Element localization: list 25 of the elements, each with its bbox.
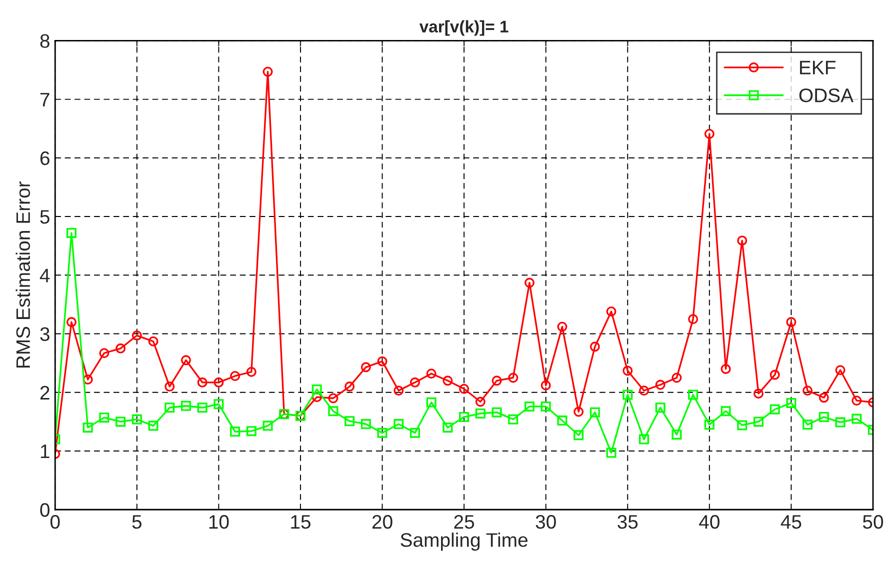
x-tick-label: 40	[699, 515, 720, 529]
x-tick-label: 25	[454, 515, 474, 529]
y-tick-label: 0	[40, 503, 50, 517]
x-tick-label: 30	[536, 515, 556, 529]
y-tick-label: 1	[40, 444, 50, 458]
y-tick-label: 2	[40, 386, 50, 400]
y-tick-label: 8	[40, 34, 50, 48]
x-tick-label: 0	[50, 515, 60, 529]
legend-label: ODSA	[799, 88, 854, 102]
y-axis-title: RMS Estimation Error	[16, 181, 30, 368]
x-axis-title: Sampling Time	[400, 532, 528, 551]
y-tick-label: 7	[40, 92, 50, 106]
y-tick-label: 3	[40, 327, 50, 342]
chart-title: var[v(k)]= 1	[419, 20, 508, 36]
x-tick-label: 20	[372, 515, 392, 529]
y-tick-label: 6	[40, 151, 50, 166]
x-tick-label: 50	[862, 515, 884, 529]
y-tick-label: 5	[40, 210, 50, 224]
x-tick-label: 5	[132, 515, 142, 529]
x-tick-label: 45	[780, 515, 802, 529]
x-tick-label: 15	[291, 515, 310, 529]
y-tick-label: 4	[40, 268, 50, 282]
x-tick-label: 10	[209, 515, 229, 529]
legend-label: EKF	[800, 60, 836, 74]
x-tick-label: 35	[618, 515, 638, 529]
